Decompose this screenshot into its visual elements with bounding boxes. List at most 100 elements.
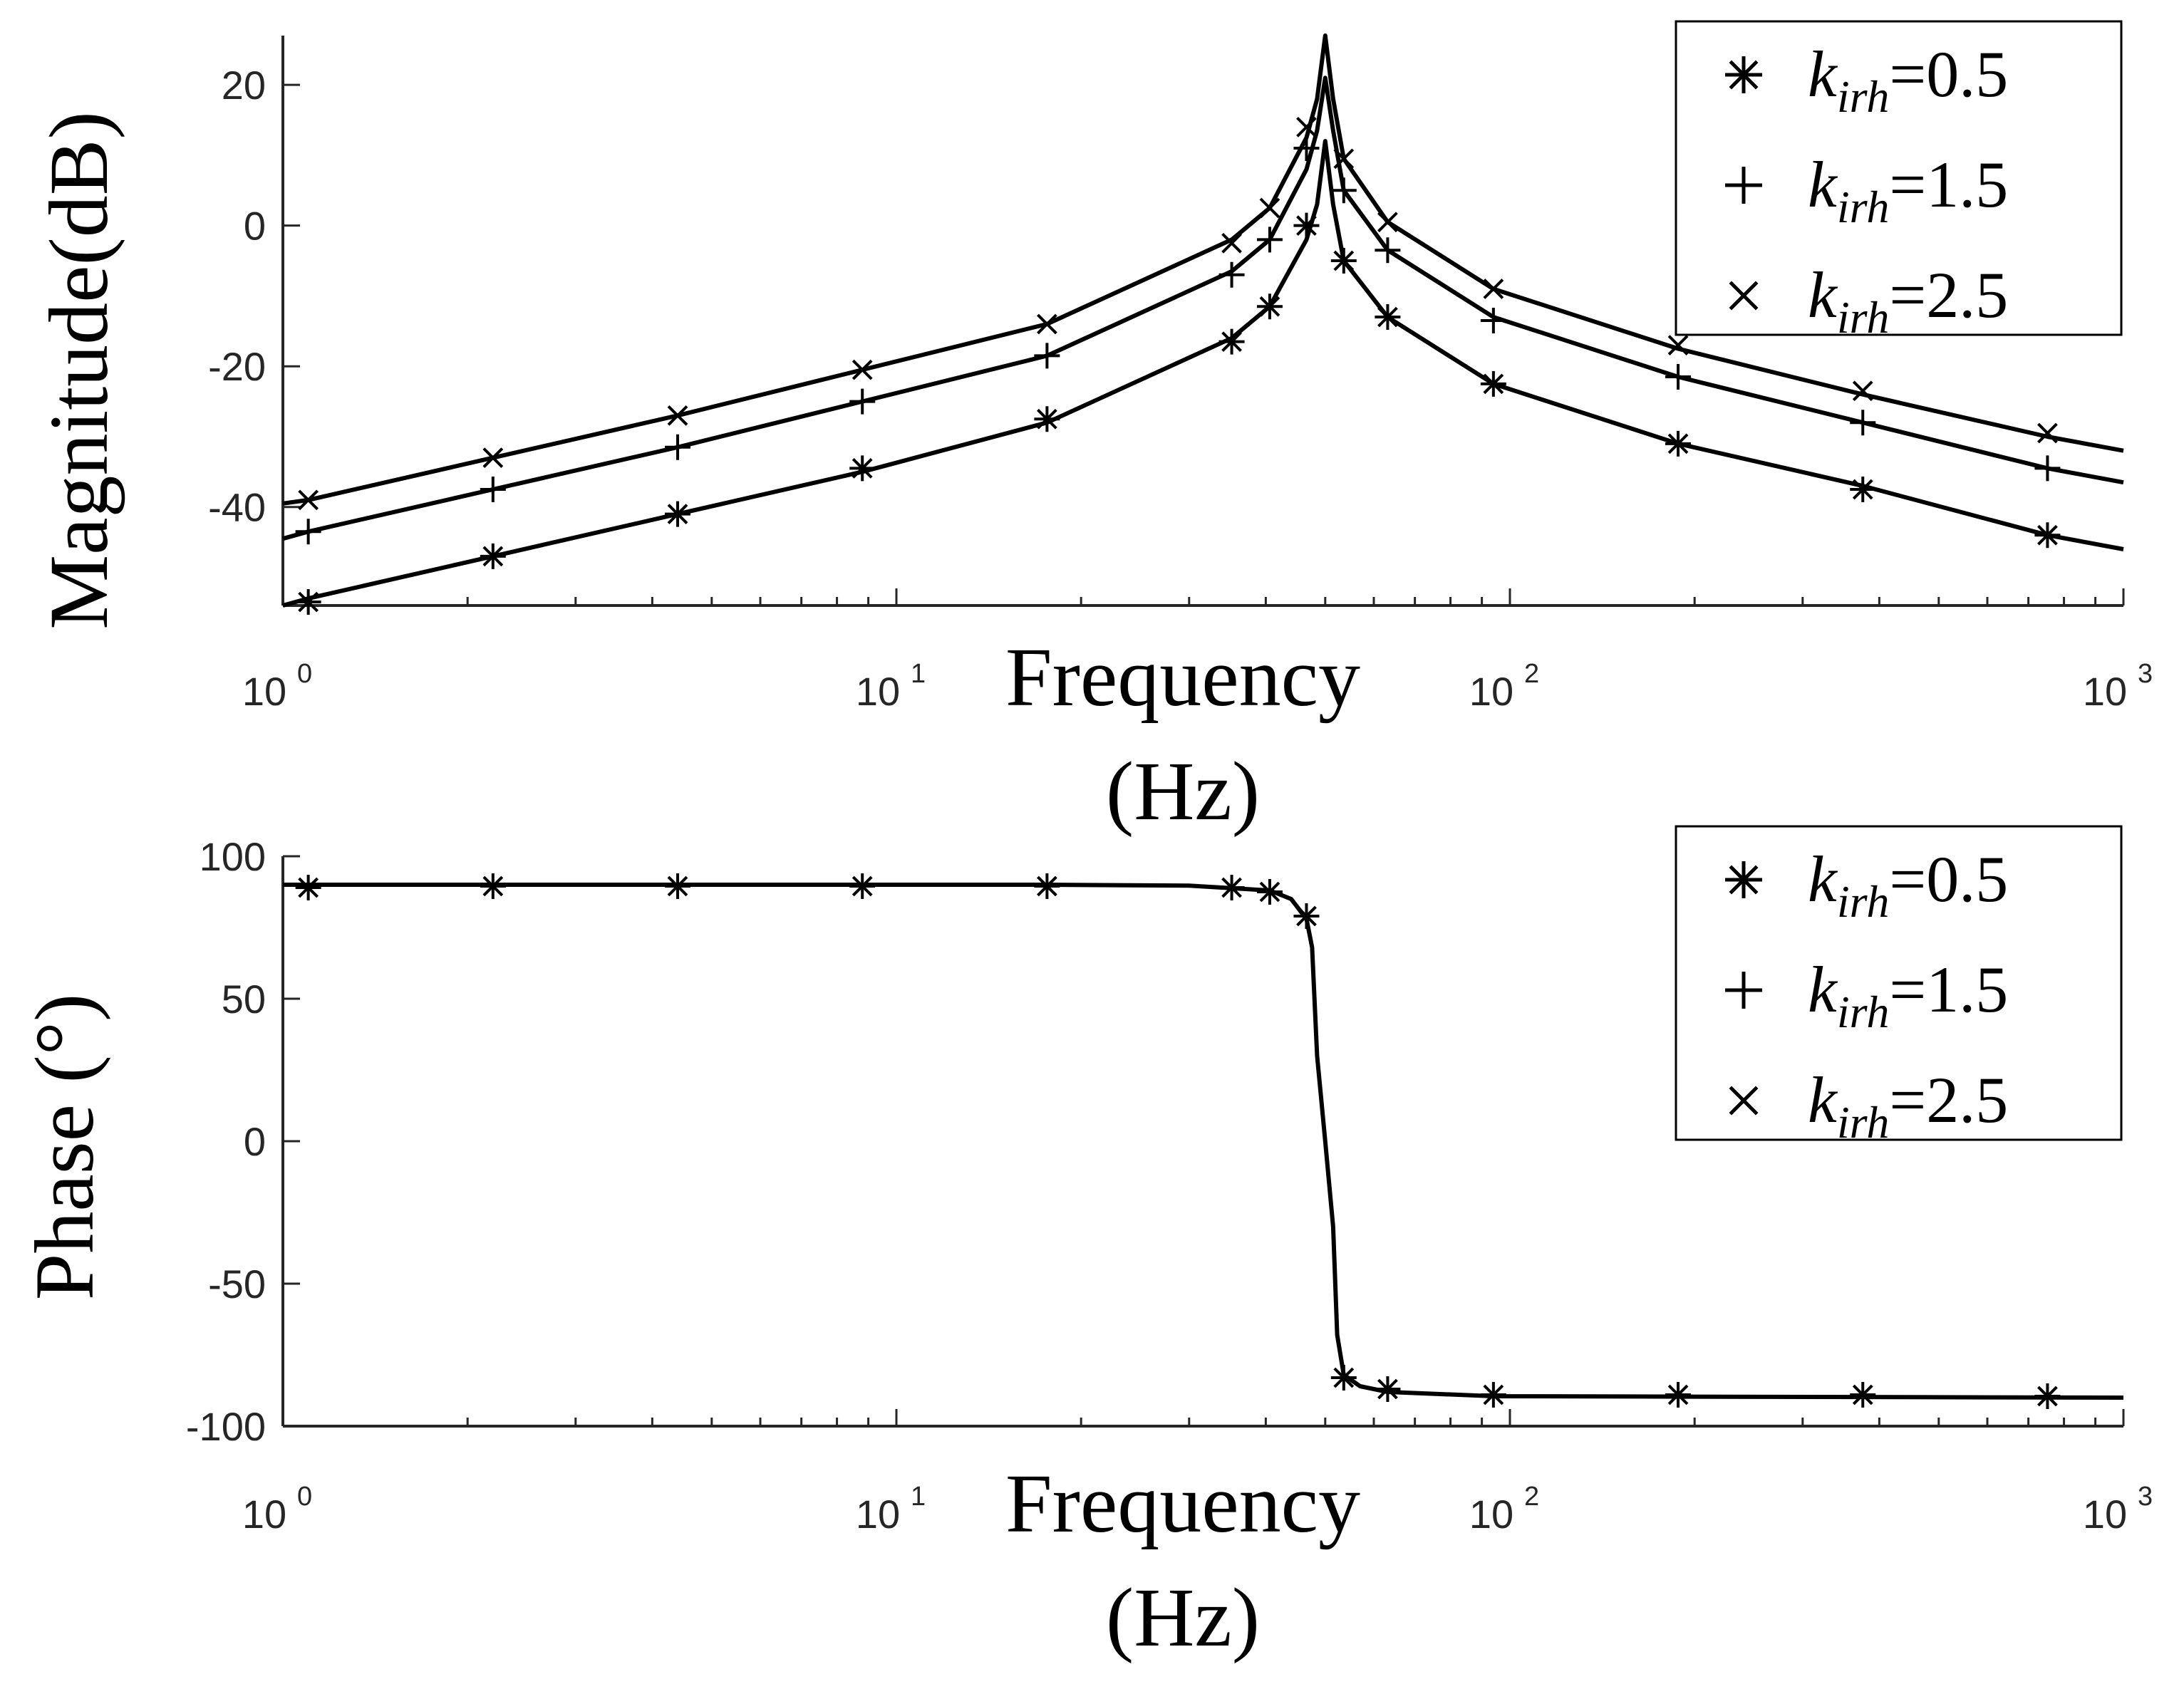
marker-cross (482, 447, 504, 468)
marker-asterisk (1330, 248, 1357, 274)
x-axis-unit: (Hz) (1106, 1571, 1260, 1664)
marker-plus (1375, 237, 1401, 264)
legend-symbol-plus (1725, 167, 1762, 204)
legend-symbol-cross (1729, 281, 1759, 311)
marker-plus (295, 519, 321, 545)
y-tick-label: -20 (208, 344, 266, 389)
marker-asterisk (849, 455, 876, 482)
marker-plus (1665, 364, 1692, 390)
magnitude-panel: 10 0 10 1 10 2 10 3 20 0 -20 -40 Frequency (Hz) Magnit… (32, 20, 2153, 838)
phase-panel: 10 0 10 1 10 2 10 3100500-50-100Frequency(Hz)Ph… (18, 825, 2153, 1664)
marker-asterisk (1256, 879, 1283, 905)
x-tick-exponent: 0 (297, 1482, 312, 1512)
legend-entry: kirh=2.5 (1808, 1064, 2008, 1148)
x-tick-label: 10 (856, 669, 900, 714)
marker-asterisk (665, 501, 691, 527)
x-tick-label: 10 (242, 669, 286, 714)
x-tick-label: 10 (2083, 1492, 2127, 1537)
marker-asterisk (1375, 304, 1401, 331)
marker-plus (1034, 343, 1060, 369)
marker-plus (1850, 410, 1876, 436)
marker-asterisk (1218, 875, 1245, 900)
marker-asterisk (1034, 406, 1060, 432)
y-axis-label: Phase (°) (18, 994, 111, 1301)
y-tick-label: 0 (244, 204, 266, 249)
x-tick-exponent: 1 (911, 659, 926, 689)
x-tick-label: 10 (1469, 669, 1513, 714)
marker-asterisk (1480, 370, 1506, 397)
marker-cross (1259, 197, 1280, 219)
marker-plus (2034, 455, 2061, 482)
marker-asterisk (665, 873, 691, 899)
marker-asterisk (1480, 1382, 1506, 1408)
marker-cross (1852, 380, 1873, 402)
marker-asterisk (1034, 873, 1060, 899)
y-tick-label: 100 (200, 834, 266, 879)
legend-entry: kirh=0.5 (1808, 843, 2008, 927)
series-line-asterisk (283, 883, 2124, 1400)
marker-asterisk (295, 589, 321, 615)
legend-symbol-asterisk (1725, 56, 1762, 93)
marker-asterisk (295, 875, 321, 900)
marker-asterisk (1330, 1365, 1357, 1391)
marker-cross (667, 405, 688, 426)
x-tick-label: 10 (1469, 1492, 1513, 1537)
x-tick-exponent: 3 (2138, 1482, 2153, 1512)
x-tick-exponent: 0 (297, 659, 312, 689)
y-tick-label: 50 (222, 977, 266, 1022)
marker-cross (2037, 422, 2058, 444)
marker-cross (1037, 313, 1057, 335)
x-axis-unit: (Hz) (1106, 744, 1260, 838)
marker-asterisk (1850, 1382, 1876, 1408)
legend-entry: kirh=1.5 (1808, 148, 2008, 232)
marker-asterisk (1850, 477, 1876, 503)
x-tick-label: 10 (242, 1492, 286, 1537)
marker-asterisk (1665, 430, 1692, 457)
marker-cross (1377, 212, 1398, 233)
marker-asterisk (480, 873, 506, 899)
legend-entry: kirh=1.5 (1808, 953, 2008, 1037)
y-axis-label: Magnitude(dB) (32, 111, 125, 630)
marker-cross (1333, 148, 1355, 170)
y-tick-label: -100 (186, 1404, 266, 1449)
y-tick-label: -40 (208, 485, 266, 530)
x-axis-label: Frequency (1005, 630, 1360, 724)
x-tick-label: 10 (2083, 669, 2127, 714)
y-tick-label: 20 (222, 63, 266, 108)
y-tick-label: -50 (208, 1262, 266, 1306)
marker-asterisk (1293, 212, 1320, 239)
marker-cross (298, 489, 319, 511)
y-tick-label: 0 (244, 1119, 266, 1164)
x-tick-exponent: 2 (1524, 659, 1539, 689)
marker-asterisk (2034, 1383, 2061, 1409)
legend-symbol-asterisk (1725, 861, 1762, 898)
legend-symbol-plus (1725, 972, 1762, 1009)
marker-asterisk (1665, 1382, 1692, 1408)
legend-entry: kirh=0.5 (1808, 38, 2008, 122)
x-tick-label: 10 (856, 1492, 900, 1537)
marker-asterisk (2034, 522, 2061, 549)
marker-asterisk (1218, 328, 1245, 355)
marker-asterisk (1293, 903, 1320, 929)
marker-cross (1667, 335, 1689, 355)
x-tick-exponent: 3 (2138, 659, 2153, 689)
marker-asterisk (480, 543, 506, 569)
marker-cross (1483, 279, 1504, 299)
marker-asterisk (1375, 1376, 1401, 1402)
marker-plus (480, 477, 506, 503)
marker-plus (665, 434, 691, 460)
marker-plus (1256, 227, 1283, 253)
x-tick-exponent: 1 (911, 1482, 926, 1512)
x-tick-exponent: 2 (1524, 1482, 1539, 1512)
marker-cross (1296, 117, 1317, 137)
marker-plus (1218, 261, 1245, 288)
x-axis-label: Frequency (1005, 1457, 1360, 1550)
marker-plus (1480, 308, 1506, 333)
marker-asterisk (849, 873, 876, 899)
marker-cross (852, 359, 873, 380)
marker-cross (1221, 232, 1242, 254)
marker-asterisk (1256, 293, 1283, 320)
legend-entry: kirh=2.5 (1808, 259, 2008, 343)
legend-symbol-cross (1729, 1086, 1759, 1116)
